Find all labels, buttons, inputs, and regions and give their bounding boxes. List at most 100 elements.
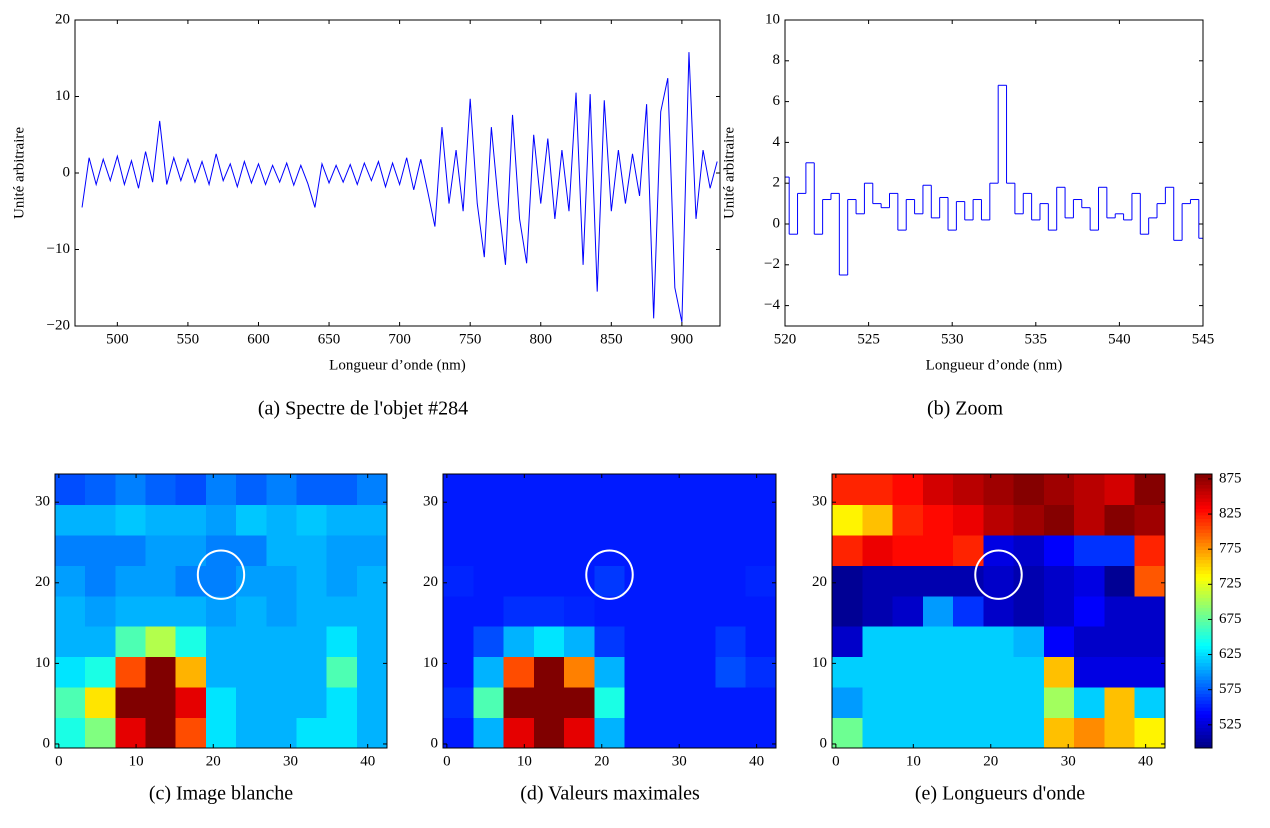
x-tick-label: 525 — [857, 331, 880, 347]
heatmap-cell — [1134, 534, 1166, 566]
plot-frame — [784, 19, 1204, 327]
heatmap-cell — [1134, 717, 1166, 749]
caption: (b) Zoom — [927, 398, 1004, 420]
panel: 0 10 20 30 40 0 10 20 30 (c) Image blanche — [35, 473, 388, 805]
heatmap-cell — [266, 504, 297, 536]
spectrum-line — [81, 52, 718, 323]
colorbar-strip — [1195, 569, 1212, 574]
heatmap-cell — [745, 534, 777, 566]
heatmap-cell — [1074, 687, 1105, 719]
colorbar-strip — [1195, 717, 1212, 722]
heatmap-cell — [115, 595, 147, 627]
heatmap-cell — [1104, 504, 1136, 536]
heatmap-cell — [55, 474, 86, 505]
heatmap-cell — [892, 626, 924, 658]
colorbar-strip — [1195, 669, 1212, 674]
colorbar-tick-label: 575 — [1219, 681, 1242, 697]
heatmap-cell — [473, 626, 505, 658]
colorbar-tick-label: 875 — [1219, 470, 1242, 486]
heatmap-cell — [145, 626, 177, 658]
colorbar-strip — [1195, 576, 1212, 581]
heatmap-cell — [356, 626, 388, 658]
heatmap-cell — [862, 565, 894, 597]
heatmap-cell — [1134, 656, 1166, 688]
heatmap-cell — [624, 534, 656, 566]
heatmap-cell — [296, 474, 328, 505]
colorbar-strip — [1195, 477, 1212, 482]
colorbar-strip — [1195, 525, 1212, 530]
heatmap-cell — [473, 687, 505, 719]
y-tick-label: 0 — [43, 735, 51, 751]
heatmap-cell — [115, 504, 147, 536]
heatmap-cell — [1013, 626, 1045, 658]
colorbar-tick-label: 725 — [1219, 576, 1242, 592]
colorbar-strip — [1195, 474, 1212, 479]
heatmap-cell — [1013, 595, 1045, 627]
heatmap-cell — [862, 474, 894, 505]
colorbar-strip — [1195, 566, 1212, 571]
heatmap-cell — [503, 595, 535, 627]
heatmap-cell — [1074, 565, 1105, 597]
heatmap-cell — [922, 504, 954, 536]
x-tick-label: 20 — [206, 753, 221, 769]
y-tick-label: 10 — [812, 655, 827, 671]
heatmap-cell — [175, 504, 207, 536]
colorbar-strip — [1195, 563, 1212, 568]
colorbar-strip — [1195, 501, 1212, 506]
heatmap-cell — [533, 656, 565, 688]
heatmap-cell — [443, 656, 474, 688]
heatmap-cell — [1104, 626, 1136, 658]
y-tick-label: −10 — [47, 241, 70, 257]
heatmap-cell — [533, 717, 565, 749]
heatmap-cell — [266, 474, 297, 505]
heatmap-cell — [85, 595, 116, 627]
heatmap-cell — [1074, 626, 1105, 658]
heatmap-cell — [145, 504, 177, 536]
heatmap-cell — [145, 474, 177, 505]
colorbar-strip — [1195, 672, 1212, 677]
heatmap-cell — [236, 717, 267, 749]
y-tick-label: 20 — [423, 574, 438, 590]
colorbar-strip — [1195, 593, 1212, 598]
heatmap-cell — [892, 595, 924, 627]
heatmap-cell — [685, 534, 716, 566]
heatmap-cell — [296, 656, 328, 688]
heatmap-cell — [296, 504, 328, 536]
heatmap-cell — [922, 595, 954, 627]
x-tick-label: 535 — [1025, 331, 1048, 347]
heatmap-cell — [503, 656, 535, 688]
heatmap-cell — [922, 656, 954, 688]
heatmap-cell — [85, 626, 116, 658]
heatmap-cell — [473, 565, 505, 597]
colorbar-tick-label: 525 — [1219, 716, 1242, 732]
y-tick-label: 30 — [812, 494, 827, 510]
heatmap-cell — [236, 656, 267, 688]
heatmap-cell — [1134, 565, 1166, 597]
heatmap-cell — [55, 687, 86, 719]
colorbar-strip — [1195, 604, 1212, 609]
heatmap-cell — [745, 656, 777, 688]
y-tick-label: 10 — [423, 655, 438, 671]
caption: (d) Valeurs maximales — [520, 783, 700, 805]
heatmap-cell — [922, 474, 954, 505]
heatmap-cell — [1013, 534, 1045, 566]
colorbar-strip — [1195, 727, 1212, 732]
heatmap-cell — [175, 474, 207, 505]
heatmap-cell — [1134, 626, 1166, 658]
heatmap-cell — [175, 717, 207, 749]
heatmap-cell — [85, 474, 116, 505]
x-tick-label: 800 — [530, 331, 553, 347]
heatmap-cell — [862, 687, 894, 719]
x-tick-label: 520 — [774, 331, 797, 347]
colorbar-strip — [1195, 559, 1212, 564]
colorbar-strip — [1195, 607, 1212, 612]
heatmap-cell — [745, 687, 777, 719]
heatmap-cell — [296, 687, 328, 719]
x-tick-label: 650 — [318, 331, 341, 347]
colorbar-strip — [1195, 508, 1212, 513]
heatmap-cell — [1013, 474, 1045, 505]
colorbar-strip — [1195, 549, 1212, 554]
heatmap-cell — [745, 717, 777, 749]
heatmap-cell — [745, 626, 777, 658]
heatmap-cell — [1074, 595, 1105, 627]
